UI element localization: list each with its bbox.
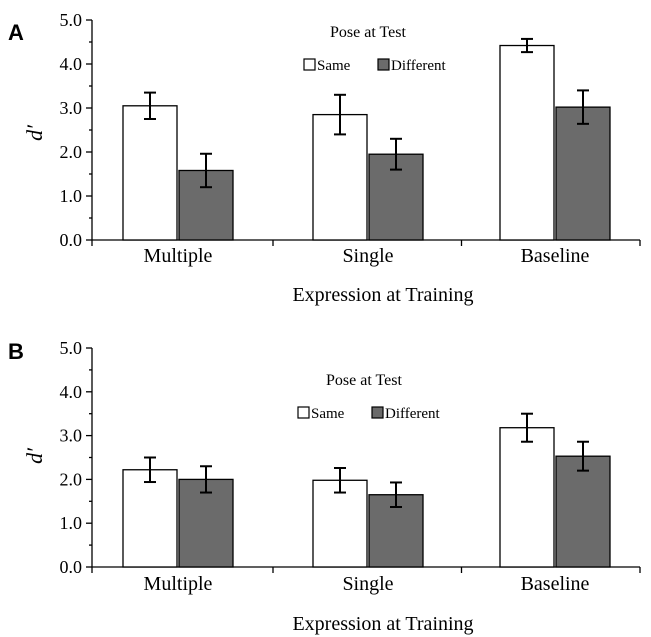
legend-swatch-different <box>377 58 390 71</box>
bar-same-single <box>312 113 368 241</box>
x-tick-label: Baseline <box>521 245 590 267</box>
legend-entry: Same <box>311 406 345 422</box>
y-tick-label: 2.0 <box>60 469 83 489</box>
legend-swatch-different <box>371 406 384 419</box>
bar-different-single <box>368 153 424 241</box>
legend-title: Pose at Test <box>330 24 406 41</box>
x-tick-label: Single <box>342 573 393 595</box>
panel-label: A <box>8 20 24 45</box>
bar-different-baseline <box>555 106 611 241</box>
y-tick-label: 2.0 <box>60 142 83 162</box>
y-tick-label: 5.0 <box>60 338 83 358</box>
panel-a: A d′ Pose at Test Expression at Training… <box>8 10 641 306</box>
bar-same-baseline <box>499 44 555 241</box>
x-tick-label: Baseline <box>521 573 590 595</box>
legend-swatch-same <box>303 58 316 71</box>
x-axis-label: Expression at Training <box>292 613 473 635</box>
x-axis-label: Expression at Training <box>292 284 473 306</box>
bar-different-multiple <box>178 478 234 568</box>
x-tick-label: Multiple <box>144 245 213 267</box>
y-tick-label: 1.0 <box>60 513 83 533</box>
legend-title: Pose at Test <box>326 372 402 389</box>
bar-different-baseline <box>555 455 611 568</box>
y-axis-label: d′ <box>22 447 47 464</box>
y-tick-label: 0.0 <box>60 557 83 577</box>
panel-label: B <box>8 339 24 364</box>
bar-same-baseline <box>499 427 555 568</box>
legend-entry: Different <box>391 58 447 74</box>
legend-entry: Different <box>385 406 441 422</box>
y-tick-label: 5.0 <box>60 10 83 30</box>
y-tick-label: 3.0 <box>60 426 83 446</box>
x-tick-label: Single <box>342 245 393 267</box>
y-tick-label: 4.0 <box>60 54 83 74</box>
legend-swatch-same <box>297 406 310 419</box>
y-tick-label: 4.0 <box>60 382 83 402</box>
legend-entry: Same <box>317 58 351 74</box>
panel-b: B d′ Pose at Test Expression at Training… <box>8 338 641 635</box>
bar-same-multiple <box>122 469 178 568</box>
bar-same-single <box>312 479 368 568</box>
bar-same-multiple <box>122 105 178 241</box>
y-axis-label: d′ <box>22 124 47 141</box>
y-tick-label: 1.0 <box>60 186 83 206</box>
y-tick-label: 0.0 <box>60 230 83 250</box>
x-tick-label: Multiple <box>144 573 213 595</box>
y-tick-label: 3.0 <box>60 98 83 118</box>
